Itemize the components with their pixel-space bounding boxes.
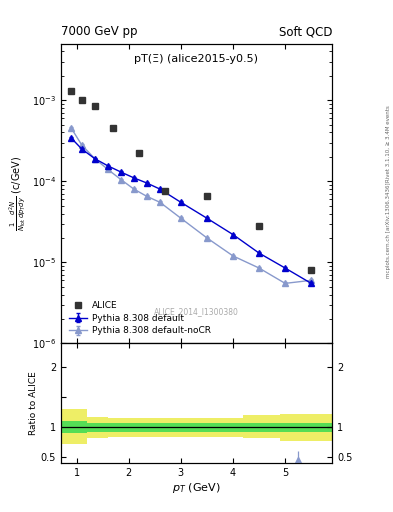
Text: Soft QCD: Soft QCD: [279, 26, 332, 38]
Y-axis label: $\frac{1}{N_\mathrm{tot}}\frac{d^2N}{dp_Tdy}$ (c/GeV): $\frac{1}{N_\mathrm{tot}}\frac{d^2N}{dp_…: [7, 156, 28, 231]
Text: ALICE_2014_I1300380: ALICE_2014_I1300380: [154, 307, 239, 316]
Legend: ALICE, Pythia 8.308 default, Pythia 8.308 default-noCR: ALICE, Pythia 8.308 default, Pythia 8.30…: [65, 297, 214, 339]
X-axis label: $p_T$ (GeV): $p_T$ (GeV): [172, 481, 221, 495]
Text: pT(Ξ) (alice2015-y0.5): pT(Ξ) (alice2015-y0.5): [134, 54, 259, 64]
ALICE: [137, 151, 141, 157]
Line: ALICE: ALICE: [68, 88, 315, 273]
ALICE: [163, 188, 167, 195]
ALICE: [205, 194, 209, 200]
ALICE: [69, 88, 74, 94]
ALICE: [257, 223, 261, 229]
Text: Rivet 3.1.10, ≥ 3.4M events: Rivet 3.1.10, ≥ 3.4M events: [386, 105, 391, 182]
Text: 7000 GeV pp: 7000 GeV pp: [61, 26, 138, 38]
Text: mcplots.cern.ch [arXiv:1306.3436]: mcplots.cern.ch [arXiv:1306.3436]: [386, 183, 391, 278]
ALICE: [79, 97, 84, 103]
ALICE: [111, 125, 116, 132]
ALICE: [309, 267, 314, 273]
Y-axis label: Ratio to ALICE: Ratio to ALICE: [29, 372, 38, 435]
ALICE: [92, 103, 97, 109]
